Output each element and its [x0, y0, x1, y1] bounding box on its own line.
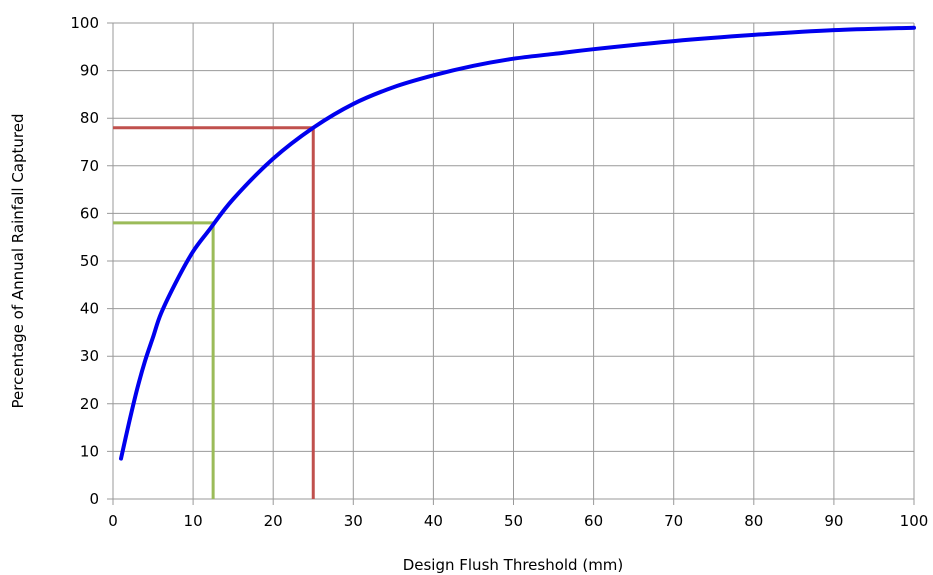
y-axis-title: Percentage of Annual Rainfall Captured: [9, 114, 27, 409]
x-tick-label: 70: [664, 512, 683, 530]
gridlines: [107, 22, 915, 505]
x-tick-label: 0: [108, 512, 118, 530]
x-tick-label: 50: [504, 512, 523, 530]
x-tick-label: 20: [264, 512, 283, 530]
series-layer: [119, 25, 916, 461]
reference-lines: [113, 126, 315, 499]
y-tick-label: 40: [80, 300, 99, 318]
y-tick-label: 90: [80, 62, 99, 80]
y-tick-label: 70: [80, 157, 99, 175]
x-tick-label: 80: [744, 512, 763, 530]
y-tick-labels: 0 10 20 30 40 50 60 70 80 90 100: [70, 14, 99, 508]
x-tick-labels: 0 10 20 30 40 50 60 70 80 90 100: [108, 512, 928, 530]
x-tick-label: 100: [900, 512, 929, 530]
reference-line: [113, 221, 215, 499]
y-tick-label: 10: [80, 442, 99, 460]
y-tick-label: 100: [70, 14, 99, 32]
x-tick-label: 90: [824, 512, 843, 530]
y-tick-label: 60: [80, 204, 99, 222]
x-tick-label: 40: [424, 512, 443, 530]
y-tick-label: 30: [80, 347, 99, 365]
x-tick-label: 60: [584, 512, 603, 530]
series-line: [119, 25, 916, 461]
y-tick-label: 50: [80, 252, 99, 270]
y-tick-label: 80: [80, 109, 99, 127]
x-tick-label: 10: [184, 512, 203, 530]
y-tick-label: 20: [80, 395, 99, 413]
x-tick-label: 30: [344, 512, 363, 530]
y-tick-label: 0: [89, 490, 99, 508]
x-axis-title: Design Flush Threshold (mm): [403, 556, 624, 574]
